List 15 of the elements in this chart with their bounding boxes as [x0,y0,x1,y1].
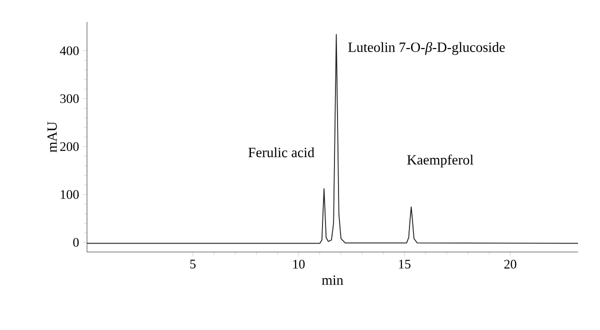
annotation: Ferulic acid [248,147,314,158]
y-axis-title: mAU [47,122,57,152]
y-tick-label: 0 [73,238,79,247]
y-tick-label: 400 [60,46,79,56]
x-tick-label: 15 [399,260,410,269]
x-tick-label: 10 [293,260,305,269]
x-tick-label: 20 [504,260,516,269]
line-series [87,34,578,244]
annotation: Luteolin 7-O-β-D-glucoside [348,42,505,55]
y-tick-label: 300 [60,94,79,104]
annotation: Kaempferol [407,154,474,168]
y-tick-label: 100 [60,190,79,199]
x-tick-label: 5 [190,260,196,268]
x-axis-title: min [322,275,344,285]
y-tick-label: 200 [60,142,79,151]
